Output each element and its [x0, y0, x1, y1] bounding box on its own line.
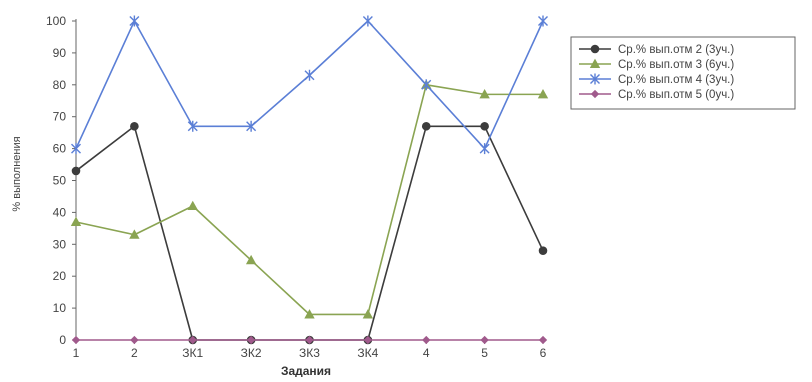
data-point: [538, 246, 548, 255]
data-point: [129, 229, 140, 239]
y-tick-label: 100: [46, 14, 66, 28]
series-line: [75, 20, 544, 150]
data-point: [130, 121, 139, 131]
data-point: [71, 143, 81, 155]
legend-label: Ср.% вып.отм 5 (0уч.): [618, 89, 734, 101]
data-point: [480, 121, 489, 131]
legend-item: Ср.% вып.отм 5 (0уч.): [579, 89, 734, 101]
data-point: [246, 335, 256, 345]
data-point: [363, 335, 373, 345]
data-point: [538, 335, 548, 345]
series-line: [75, 84, 543, 316]
data-point: [71, 166, 81, 176]
axes: 0 10 20 30 40 50 60 70 80 90 100 1 2 ЗК1 ЗК2 ЗК3 ЗК4 4 5 6: [46, 14, 547, 360]
data-point: [538, 15, 548, 27]
legend-label: Ср.% вып.отм 3 (6уч.): [618, 59, 734, 71]
y-axis-title: % выполнения: [11, 136, 23, 211]
y-tick-label: 10: [53, 301, 67, 315]
data-point: [130, 335, 139, 345]
data-point: [362, 309, 374, 319]
legend-item: Ср.% вып.отм 4 (3уч.): [579, 73, 734, 86]
data-point: [304, 309, 315, 319]
x-tick-label: 1: [73, 346, 80, 360]
data-point: [479, 89, 490, 99]
y-tick-label: 20: [53, 269, 67, 283]
x-tick-label: ЗК3: [299, 346, 320, 360]
y-tick-label: 50: [53, 174, 67, 188]
data-point: [305, 335, 314, 345]
series-group: [71, 335, 548, 345]
data-point: [537, 89, 549, 99]
data-point: [246, 120, 257, 132]
legend-label: Ср.% вып.отм 4 (3уч.): [618, 74, 734, 86]
x-tick-label: ЗК1: [182, 346, 203, 360]
series-line: [75, 125, 544, 341]
series-lines: [70, 15, 549, 345]
legend-marker: [590, 89, 600, 99]
x-axis-title: Задания: [281, 364, 331, 377]
data-point: [245, 254, 257, 265]
legend: Ср.% вып.отм 2 (3уч.) Ср.% вып.отм 3 (6уч…: [570, 36, 796, 110]
data-point: [70, 216, 82, 226]
data-point: [421, 79, 432, 91]
data-point: [421, 121, 431, 131]
x-tick-label: 4: [423, 346, 430, 360]
legend-item: Ср.% вып.отм 3 (6уч.): [579, 58, 734, 71]
y-tick-label: 80: [53, 78, 67, 92]
data-point: [129, 15, 140, 27]
data-point: [71, 335, 81, 345]
data-point: [304, 69, 315, 81]
x-tick-label: ЗК2: [241, 346, 262, 360]
x-tick-label: 6: [540, 346, 547, 360]
series-group: [71, 15, 548, 155]
x-tick-label: 5: [481, 346, 488, 360]
data-point: [362, 15, 373, 27]
data-point: [187, 120, 198, 132]
y-tick-label: 40: [53, 205, 67, 219]
y-tick-label: 30: [53, 237, 67, 251]
y-tick-label: 60: [53, 142, 67, 156]
x-tick-label: ЗК4: [357, 346, 378, 360]
legend-marker: [590, 44, 600, 54]
y-tick-label: 0: [59, 333, 66, 347]
legend-marker: [589, 58, 601, 68]
data-point: [187, 200, 198, 211]
data-point: [479, 143, 490, 155]
x-tick-label: 2: [131, 346, 138, 360]
legend-item: Ср.% вып.отм 2 (3уч.): [579, 44, 734, 56]
data-point: [422, 335, 431, 345]
series-group: [70, 79, 549, 319]
legend-marker: [590, 73, 600, 85]
data-point: [188, 335, 197, 345]
legend-label: Ср.% вып.отм 2 (3уч.): [618, 44, 734, 56]
y-tick-label: 90: [53, 46, 67, 60]
data-point: [480, 335, 489, 345]
y-tick-label: 70: [53, 110, 67, 124]
